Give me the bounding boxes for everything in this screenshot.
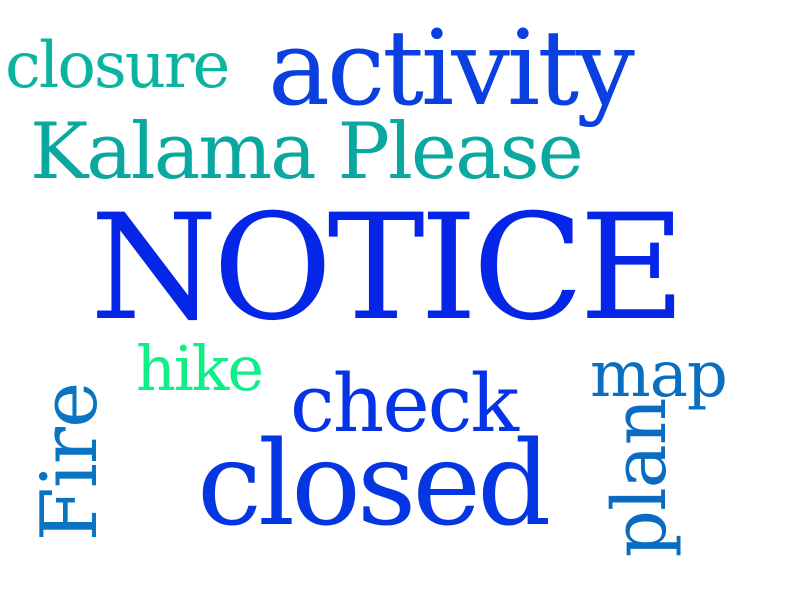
word-fire: Fire [25,382,115,542]
word-closed: closed [197,417,551,552]
word-plan: plan [597,398,683,558]
word-kalama-please: Kalama Please [30,107,584,197]
word-map: map [590,338,728,412]
word-activity: activity [268,7,635,129]
word-notice: NOTICE [90,183,686,353]
word-closure: closure [5,29,230,103]
word-check: check [290,357,519,450]
word-hike: hike [136,332,264,405]
